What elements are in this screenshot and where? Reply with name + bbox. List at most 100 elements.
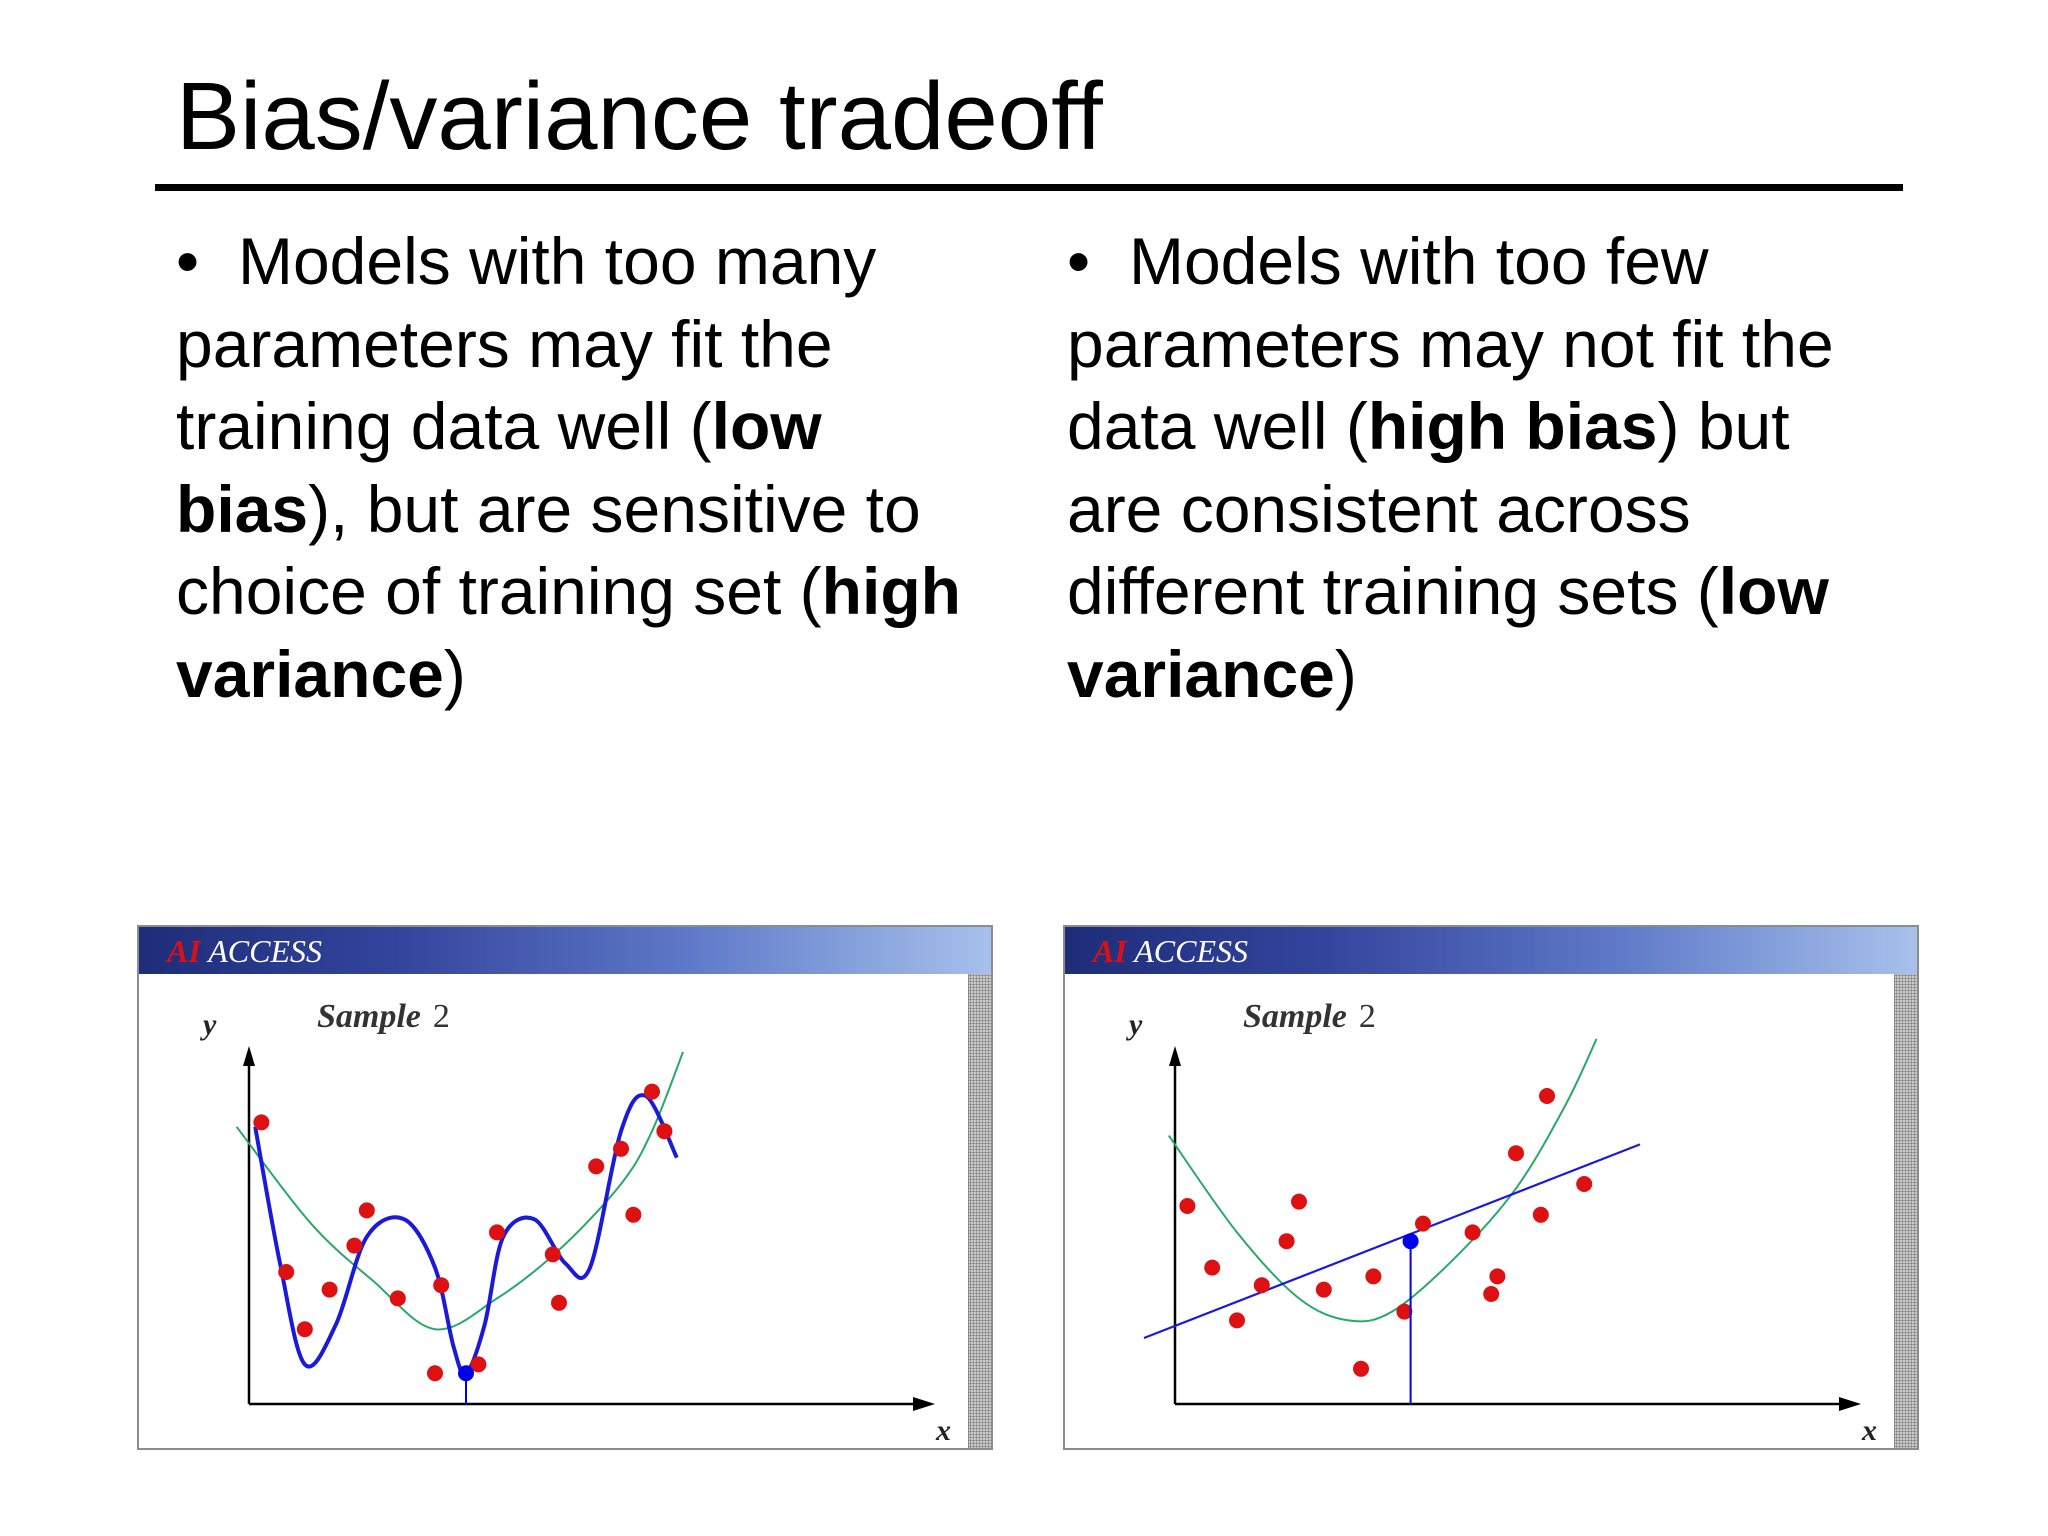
fitted-model-curve: [253, 1093, 679, 1376]
bullet-text: parameters may not fit the: [1067, 306, 1834, 381]
data-point: [358, 1202, 375, 1219]
data-point: [470, 1356, 487, 1373]
bold-term: low: [711, 389, 822, 463]
data-point: [1291, 1193, 1307, 1210]
prediction-point: [1402, 1233, 1419, 1250]
bullet-left: • Models with too many parameters may fit …: [176, 220, 1036, 715]
bullet-marker: •: [1067, 224, 1091, 298]
bullet-line: are consistent across: [1067, 468, 1927, 551]
data-point: [1483, 1286, 1500, 1302]
bullet-line: • Models with too many: [176, 220, 1036, 303]
bullet-text: ): [443, 636, 466, 711]
data-point: [544, 1246, 561, 1263]
data-point: [644, 1083, 660, 1100]
scatter-plot: y x Sample 2: [200, 998, 951, 1447]
brand-logo: AI ACCESS: [1093, 933, 1248, 969]
panel-header-bar: AI ACCESS: [1065, 927, 1917, 974]
bullet-line: bias), but are sensitive to: [176, 468, 1036, 551]
chart-title-word: Sample: [317, 998, 421, 1035]
y-axis-arrow: [1169, 1046, 1181, 1066]
bullet-text: data well (: [1067, 389, 1368, 463]
bullet-right: • Models with too few parameters may not f…: [1067, 220, 1927, 715]
data-point: [1415, 1215, 1431, 1232]
bullet-text: ), but are sensitive to: [308, 471, 921, 546]
brand-logo: AI ACCESS: [167, 933, 322, 969]
bullet-text: Models with too few: [1129, 224, 1709, 298]
bullet-text: choice of training set (: [176, 554, 822, 628]
bullet-line: different training sets (low: [1067, 550, 1927, 633]
fitted-model-curve: [1143, 1143, 1641, 1340]
data-point: [389, 1290, 406, 1307]
x-axis-arrow: [913, 1397, 935, 1411]
data-point: [588, 1158, 605, 1175]
bullet-marker: •: [176, 224, 200, 298]
title-underline: [155, 184, 1903, 191]
data-point: [489, 1224, 505, 1241]
scrollbar[interactable]: [1894, 974, 1917, 1448]
bold-term: high bias: [1367, 389, 1658, 463]
bullet-text: different training sets (: [1067, 554, 1719, 628]
bullet-line: • Models with too few: [1067, 220, 1927, 303]
data-point: [1539, 1088, 1555, 1104]
scatter-plot: y x Sample 2: [1126, 998, 1877, 1447]
bullet-text: training data well (: [176, 389, 712, 463]
chart-title-number: 2: [433, 998, 450, 1035]
data-point: [1464, 1224, 1481, 1241]
data-point: [296, 1321, 313, 1338]
x-axis-label: x: [935, 1414, 951, 1447]
x-axis-label: x: [1861, 1414, 1877, 1447]
y-axis-label: y: [200, 1008, 217, 1041]
bullet-text: are consistent across: [1067, 471, 1691, 546]
data-point: [427, 1365, 443, 1382]
bullet-line: variance): [1067, 633, 1927, 716]
data-point: [278, 1264, 295, 1280]
bold-term: variance: [176, 636, 444, 711]
data-point: [1576, 1176, 1593, 1192]
bullet-line: variance): [176, 633, 1036, 716]
bold-term: bias: [176, 471, 309, 546]
data-point: [1508, 1145, 1524, 1162]
data-point: [625, 1206, 642, 1223]
data-point: [253, 1114, 270, 1131]
panel-header-bar: AI ACCESS: [139, 927, 991, 974]
bullet-line: data well (high bias) but: [1067, 385, 1927, 468]
data-point: [1204, 1259, 1221, 1276]
data-point: [1396, 1303, 1413, 1320]
bullet-text: Models with too many: [238, 224, 877, 298]
data-point: [1353, 1360, 1369, 1377]
slide-title: Bias/variance tradeoff: [176, 63, 1103, 170]
bullet-line: choice of training set (high: [176, 550, 1036, 633]
bold-term: variance: [1067, 636, 1335, 711]
chart-panel-high-variance: AI ACCESS y x Sample 2: [137, 925, 993, 1450]
data-point: [1179, 1198, 1196, 1214]
x-axis-arrow: [1839, 1397, 1861, 1411]
data-point: [1229, 1312, 1245, 1329]
true-function-curve: [235, 1051, 684, 1331]
bold-term: high: [821, 554, 961, 628]
true-function-curve: [1167, 1038, 1598, 1323]
chart-title: Sample 2: [1243, 998, 1376, 1035]
data-point: [1278, 1233, 1295, 1250]
y-axis-label: y: [1126, 1008, 1143, 1041]
data-point: [321, 1281, 338, 1298]
bullet-line: training data well (low: [176, 385, 1036, 468]
bold-term: low: [1718, 554, 1829, 628]
y-axis-arrow: [243, 1046, 255, 1066]
chart-title: Sample 2: [317, 998, 450, 1035]
data-point: [1315, 1281, 1332, 1298]
bullet-line: parameters may fit the: [176, 303, 1036, 386]
data-point: [551, 1294, 567, 1311]
data-point: [1532, 1206, 1549, 1223]
data-point: [346, 1237, 363, 1254]
chart-title-number: 2: [1359, 998, 1376, 1035]
bullet-text: ) but: [1657, 389, 1790, 463]
chart-title-word: Sample: [1243, 998, 1347, 1035]
data-point: [613, 1140, 629, 1157]
scrollbar[interactable]: [968, 974, 991, 1448]
data-point: [433, 1277, 450, 1294]
data-point: [1489, 1268, 1506, 1285]
data-point: [1253, 1277, 1270, 1294]
prediction-point: [458, 1365, 474, 1382]
bullet-text: ): [1334, 636, 1357, 711]
bullet-text: parameters may fit the: [176, 306, 833, 381]
